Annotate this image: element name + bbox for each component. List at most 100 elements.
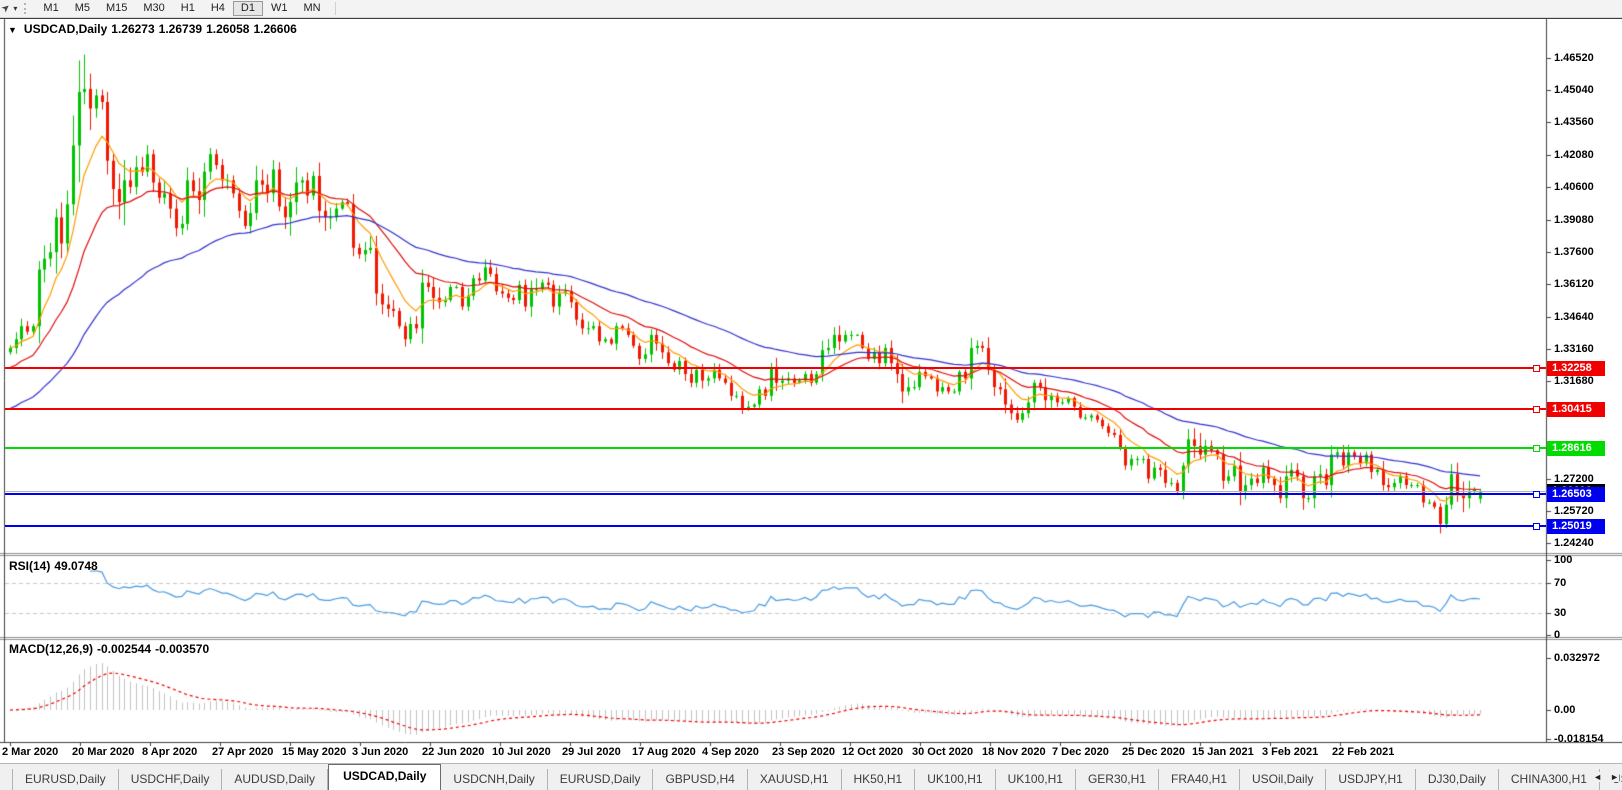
toolbar-grip[interactable] [24, 3, 28, 14]
horizontal-line-1.32258[interactable] [5, 367, 1546, 369]
chart-tab-uk100-h1[interactable]: UK100,H1 [915, 769, 996, 790]
chart-tab-usoil-daily[interactable]: USOil,Daily [1240, 769, 1327, 790]
date-axis-label: 17 Aug 2020 [632, 746, 696, 758]
chart-tab-usdcad-daily[interactable]: USDCAD,Daily [328, 764, 442, 790]
line-price-badge-1.30415: 1.30415 [1547, 402, 1605, 417]
price-axis-label: 1.43560 [1554, 116, 1594, 129]
price-axis-label: 1.33160 [1554, 342, 1594, 355]
macd-axis-label: 0.032972 [1554, 652, 1600, 664]
line-handle-1.28616[interactable] [1533, 445, 1540, 452]
price-axis-label: 1.39080 [1554, 213, 1594, 226]
horizontal-line-1.25019[interactable] [5, 525, 1546, 527]
macd-axis-label: -0.018154 [1554, 732, 1604, 745]
date-axis-label: 30 Oct 2020 [912, 746, 974, 758]
ohlc-low: 1.26058 [206, 22, 250, 36]
chart-tab-hk50-h1[interactable]: HK50,H1 [842, 769, 916, 790]
date-axis-label: 20 Mar 2020 [72, 746, 135, 758]
macd-axis-label: 0.00 [1554, 704, 1576, 716]
ohlc-close: 1.26606 [253, 22, 297, 36]
chart-canvas[interactable] [0, 0, 1622, 763]
timeframe-button-h4[interactable]: H4 [210, 2, 225, 14]
chart-tab-gbpusd-h4[interactable]: GBPUSD,H4 [653, 769, 748, 790]
chart-tab-usdcnh-daily[interactable]: USDCNH,Daily [441, 769, 548, 790]
line-price-badge-1.26503: 1.26503 [1547, 487, 1605, 502]
price-axis-label: 1.37600 [1554, 246, 1594, 259]
date-axis-label: 18 Nov 2020 [982, 746, 1046, 758]
line-handle-1.26503[interactable] [1533, 491, 1540, 498]
ohlc-open: 1.26273 [111, 22, 155, 36]
rsi-axis-label: 70 [1554, 576, 1567, 589]
date-axis-label: 23 Sep 2020 [772, 746, 835, 758]
chart-tab-usdjpy-h1[interactable]: USDJPY,H1 [1326, 769, 1416, 790]
chart-tab-audusd-daily[interactable]: AUDUSD,Daily [222, 769, 329, 790]
timeframe-button-d1[interactable]: D1 [232, 1, 263, 16]
date-axis-label: 15 May 2020 [282, 746, 347, 758]
price-axis-label: 1.31680 [1554, 375, 1594, 388]
rsi-axis-label: 100 [1554, 554, 1573, 566]
chart-tool-icon[interactable]: ➤ [0, 1, 13, 16]
line-price-badge-1.32258: 1.32258 [1547, 361, 1605, 376]
chart-tab-eurusd-daily[interactable]: EURUSD,Daily [12, 769, 119, 790]
ohlc-high: 1.26739 [158, 22, 203, 36]
line-price-badge-1.25019: 1.25019 [1547, 519, 1605, 534]
timeframe-button-mn[interactable]: MN [303, 2, 321, 14]
rsi-axis-label: 0 [1554, 629, 1561, 641]
price-axis-label: 1.46520 [1554, 52, 1594, 64]
timeframe-buttons: M1 M5 M15 M30 H1 H4 D1 W1 MN [35, 1, 328, 16]
horizontal-line-1.26503[interactable] [5, 493, 1546, 495]
timeframe-button-w1[interactable]: W1 [270, 2, 288, 14]
macd-signal-value: -0.003570 [155, 642, 210, 656]
timeframe-button-m5[interactable]: M5 [74, 2, 90, 14]
chart-tab-bar: EURUSD,Daily USDCHF,Daily AUDUSD,Daily USDC… [0, 763, 1622, 790]
chart-collapse-icon[interactable]: ▼ [8, 25, 17, 35]
date-axis-label: 25 Dec 2020 [1122, 746, 1185, 758]
rsi-name: RSI(14) [9, 559, 51, 573]
tab-scroll-right-icon[interactable]: ► [1610, 772, 1619, 782]
timeframe-button-m30[interactable]: M30 [143, 2, 165, 14]
date-axis-label: 8 Apr 2020 [142, 746, 198, 758]
chevron-down-icon[interactable]: ▾ [13, 4, 18, 13]
rsi-value: 49.0748 [54, 559, 98, 573]
chart-title: ▼ USDCAD,Daily 1.26273 1.26739 1.26058 1.2660… [8, 22, 301, 36]
price-axis-label: 1.25720 [1554, 504, 1594, 517]
chart-tab-china300-h1[interactable]: CHINA300,H1 [1499, 769, 1600, 790]
macd-value: -0.002544 [97, 642, 152, 656]
price-axis-label: 1.36120 [1554, 278, 1594, 291]
line-handle-1.25019[interactable] [1533, 523, 1540, 530]
price-axis-label: 1.24240 [1554, 536, 1594, 549]
chart-tab-fra40-h1[interactable]: FRA40,H1 [1159, 769, 1241, 790]
price-axis-label: 1.27200 [1554, 472, 1594, 485]
horizontal-line-1.28616[interactable] [5, 447, 1546, 449]
timeframe-toolbar: ➤ ▾ M1 M5 M15 M30 H1 H4 D1 W1 MN [0, 0, 1622, 18]
chart-tab-ger30-h1[interactable]: GER30,H1 [1076, 769, 1159, 790]
date-axis-label: 7 Dec 2020 [1052, 746, 1109, 758]
price-axis-label: 1.40600 [1554, 180, 1594, 193]
chart-tab-xauusd-h1[interactable]: XAUUSD,H1 [748, 769, 842, 790]
line-price-badge-1.28616: 1.28616 [1547, 441, 1605, 456]
line-handle-1.32258[interactable] [1533, 365, 1540, 372]
timeframe-button-m15[interactable]: M15 [105, 2, 128, 14]
timeframe-button-h1[interactable]: H1 [180, 2, 195, 14]
horizontal-line-1.30415[interactable] [5, 408, 1546, 410]
date-axis-label: 3 Jun 2020 [352, 746, 409, 758]
date-axis-label: 10 Jul 2020 [492, 746, 551, 758]
date-axis-label: 22 Feb 2021 [1332, 746, 1395, 758]
price-axis-label: 1.42080 [1554, 148, 1594, 161]
date-axis-label: 2 Mar 2020 [2, 746, 59, 758]
tab-scroll-left-icon[interactable]: ◄ [1593, 772, 1603, 782]
rsi-axis-label: 30 [1554, 606, 1567, 619]
chart-tab-dj30-daily[interactable]: DJ30,Daily [1416, 769, 1499, 790]
date-axis-label: 15 Jan 2021 [1192, 746, 1254, 758]
tab-scroll-arrows: ◄ ► [1587, 772, 1619, 782]
timeframe-button-m1[interactable]: M1 [43, 2, 59, 14]
chart-tab-eurusd-daily[interactable]: EURUSD,Daily [548, 769, 654, 790]
chart-tab-usdchf-daily[interactable]: USDCHF,Daily [119, 769, 223, 790]
date-axis-label: 4 Sep 2020 [702, 746, 759, 758]
line-handle-1.30415[interactable] [1533, 406, 1540, 413]
chart-tab-uk100-h1[interactable]: UK100,H1 [996, 769, 1076, 790]
chart-tabs: EURUSD,Daily USDCHF,Daily AUDUSD,Daily USDC… [12, 764, 1622, 790]
date-axis-label: 12 Oct 2020 [842, 746, 904, 758]
macd-name: MACD(12,26,9) [9, 642, 94, 656]
date-axis-label: 27 Apr 2020 [212, 746, 274, 758]
